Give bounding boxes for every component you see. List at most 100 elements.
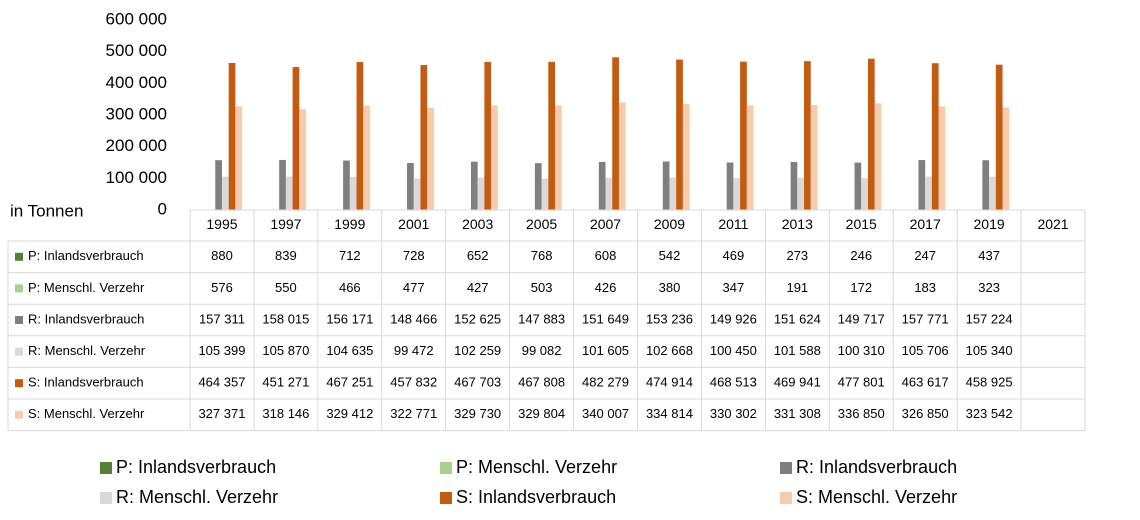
row-label: P: Inlandsverbrauch [28,248,144,263]
bar [343,161,350,210]
data-label: 427 [467,280,489,295]
bar [740,62,747,210]
legend-label: P: Inlandsverbrauch [116,457,276,477]
bar [555,106,562,210]
bar [606,178,613,210]
x-tick-label: 2011 [718,216,748,232]
bar [939,106,946,210]
y-tick-label: 0 [158,199,167,218]
data-label: 768 [531,248,553,263]
row-label: S: Menschl. Verzehr [28,406,145,421]
data-label: 329 730 [454,406,501,421]
bar [875,103,882,210]
legend-key [15,348,23,356]
y-axis-label: in Tonnen [10,201,83,220]
data-label: 542 [659,248,681,263]
y-tick-label: 400 000 [106,73,167,92]
legend-swatch [440,492,452,504]
bar [535,163,542,210]
bar [542,179,549,210]
data-label: 457 832 [390,375,437,390]
data-label: 477 [403,280,425,295]
y-tick-label: 200 000 [106,136,167,155]
bar [861,178,868,210]
data-label: 467 808 [518,375,565,390]
bar [918,160,925,210]
data-label: 100 310 [838,343,885,358]
data-label: 326 850 [902,406,949,421]
legend-swatch [100,462,112,474]
data-label: 463 617 [902,375,949,390]
x-tick-label: 2009 [654,216,685,232]
bar [407,163,414,210]
x-tick-label: 2013 [782,216,813,232]
data-label: 105 706 [902,343,949,358]
data-label: 608 [595,248,617,263]
y-tick-label: 100 000 [106,168,167,187]
data-label: 246 [850,248,872,263]
legend-swatch [100,492,112,504]
data-label: 157 224 [966,311,1013,326]
data-label: 99 472 [394,343,434,358]
bar [491,106,498,210]
data-label: 102 668 [646,343,693,358]
y-tick-label: 500 000 [106,41,167,60]
bar [235,106,242,210]
x-tick-label: 1995 [206,216,237,232]
bar [791,162,798,210]
legend-key [15,284,23,292]
data-label: 157 311 [199,311,245,326]
data-label: 712 [339,248,361,263]
data-label: 329 804 [518,406,565,421]
data-label: 105 340 [966,343,1013,358]
x-tick-label: 2019 [974,216,1005,232]
bar [727,163,734,210]
data-label: 148 466 [390,311,437,326]
bar [478,178,485,210]
data-label: 458 925 [966,375,1013,390]
bar [669,177,676,210]
data-label: 550 [275,280,297,295]
bar [804,61,811,210]
data-label: 477 801 [838,375,885,390]
data-label: 156 171 [326,311,373,326]
row-label: R: Inlandsverbrauch [28,311,144,326]
data-label: 247 [914,248,936,263]
y-tick-label: 600 000 [106,9,167,28]
data-label: 322 771 [390,406,437,421]
data-label: 153 236 [646,311,693,326]
row-label: S: Inlandsverbrauch [28,375,144,390]
data-label: 318 146 [262,406,309,421]
bar [989,177,996,210]
data-label: 451 271 [262,375,309,390]
data-label: 147 883 [518,311,565,326]
x-tick-label: 1997 [270,216,301,232]
bar [797,178,804,210]
row-label: R: Menschl. Verzehr [28,343,146,358]
data-label: 102 259 [454,343,501,358]
y-tick-label: 300 000 [106,104,167,123]
data-label: 503 [531,280,553,295]
data-label: 323 [978,280,1000,295]
bar [733,178,740,210]
x-tick-label: 2003 [462,216,493,232]
x-tick-label: 1999 [334,216,365,232]
bar [982,160,989,210]
bar [357,62,364,210]
bar [427,108,434,210]
bar [683,104,690,210]
data-label: 467 251 [326,375,373,390]
data-label: 151 649 [582,311,629,326]
data-label: 99 082 [522,343,562,358]
bar [286,176,293,210]
legend-label: R: Inlandsverbrauch [796,457,957,477]
data-label: 152 625 [454,311,501,326]
data-label: 469 941 [774,375,821,390]
bar [471,162,478,210]
data-label: 105 399 [198,343,245,358]
data-label: 151 624 [774,311,821,326]
data-label: 880 [211,248,233,263]
legend-label: S: Inlandsverbrauch [456,487,616,507]
bar [215,160,222,210]
